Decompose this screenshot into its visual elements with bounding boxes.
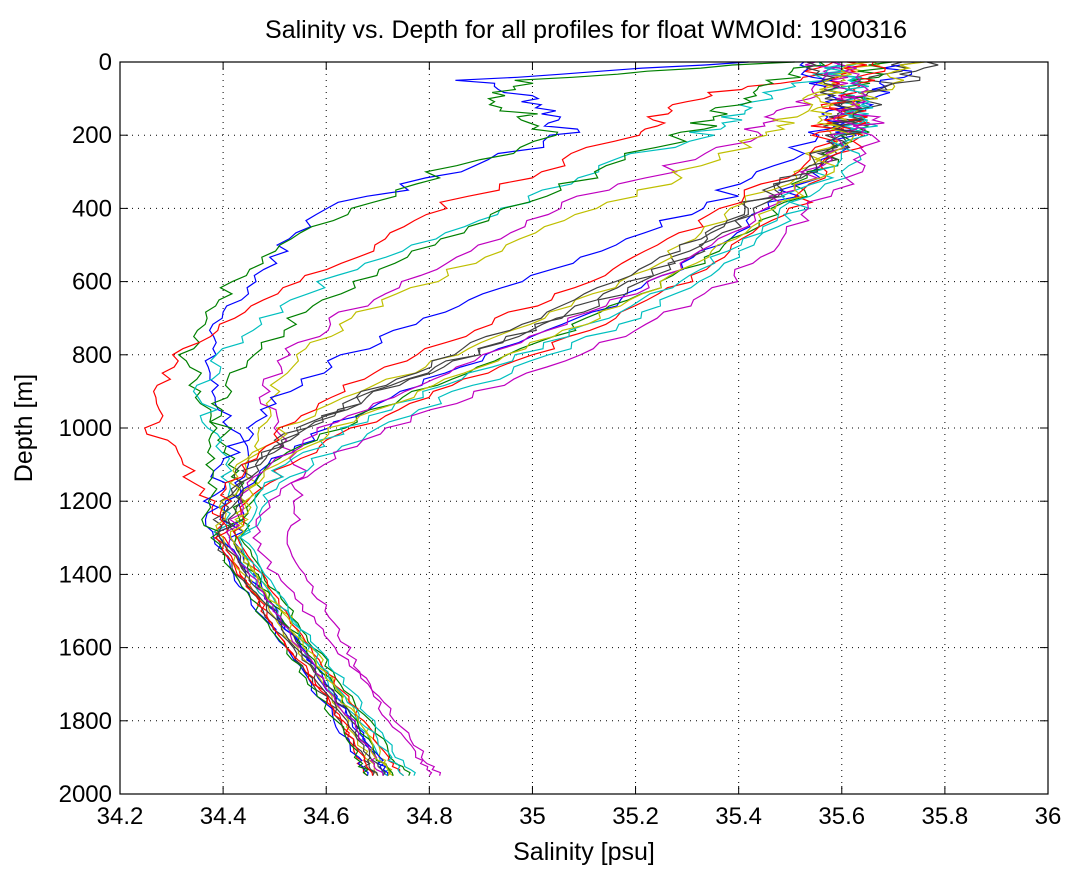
- x-tick-label: 35: [519, 803, 546, 830]
- profile-line-15: [202, 61, 847, 776]
- profile-line-20: [229, 61, 870, 777]
- profile-line-21: [217, 61, 865, 776]
- profile-line-1: [204, 61, 749, 777]
- profile-line-5: [258, 61, 842, 777]
- y-tick-label: 2000: [59, 781, 112, 808]
- axis-ticks: [119, 61, 1049, 795]
- grid-lines: [120, 62, 1048, 794]
- y-tick-labels: 0 200 400 600 800 1000 1200 1400 1600 1800 2000: [59, 49, 112, 808]
- profile-lines: [144, 61, 939, 777]
- profile-line-11: [239, 61, 878, 776]
- x-tick-label: 34.8: [406, 803, 453, 830]
- y-tick-label: 400: [72, 195, 112, 222]
- y-tick-label: 0: [99, 49, 112, 76]
- profile-line-16: [201, 61, 826, 777]
- x-tick-label: 35.4: [715, 803, 762, 830]
- x-tick-label: 35.6: [818, 803, 865, 830]
- chart-title: Salinity vs. Depth for all profiles for …: [265, 16, 907, 44]
- profile-line-17: [213, 61, 886, 776]
- profile-line-6: [232, 61, 881, 777]
- y-tick-label: 600: [72, 269, 112, 296]
- profile-line-2: [177, 61, 795, 776]
- y-tick-label: 1800: [59, 708, 112, 735]
- x-axis-label: Salinity [psu]: [513, 838, 655, 866]
- y-axis-label: Depth [m]: [10, 374, 38, 482]
- y-tick-label: 1000: [59, 415, 112, 442]
- profile-line-12: [252, 61, 885, 776]
- y-tick-label: 800: [72, 342, 112, 369]
- profile-line-19: [225, 61, 869, 776]
- y-tick-label: 200: [72, 122, 112, 149]
- x-tick-label: 34.2: [97, 803, 144, 830]
- y-tick-label: 1400: [59, 561, 112, 588]
- y-tick-label: 1200: [59, 488, 112, 515]
- x-tick-label: 34.6: [303, 803, 350, 830]
- y-tick-label: 1600: [59, 635, 112, 662]
- profile-line-9: [227, 61, 892, 776]
- x-tick-label: 35.8: [922, 803, 969, 830]
- x-tick-labels: 34.2 34.4 34.6 34.8 35 35.2 35.4 35.6 35.8 36: [97, 803, 1062, 830]
- x-tick-label: 35.2: [612, 803, 659, 830]
- x-tick-label: 36: [1035, 803, 1062, 830]
- x-tick-label: 34.4: [200, 803, 247, 830]
